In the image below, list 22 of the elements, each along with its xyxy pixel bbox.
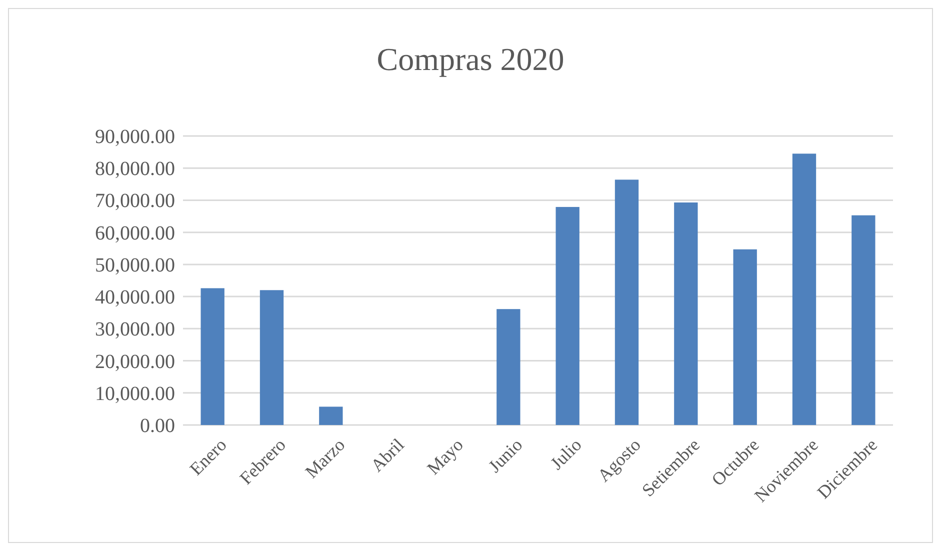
y-tick-label: 10,000.00 bbox=[95, 382, 175, 405]
bar bbox=[852, 215, 876, 425]
y-tick-label: 50,000.00 bbox=[95, 254, 175, 276]
y-tick-label: 70,000.00 bbox=[95, 190, 175, 212]
bar bbox=[319, 406, 343, 425]
x-tick-label: Julio bbox=[546, 434, 586, 474]
bar bbox=[792, 154, 816, 425]
y-tick-label: 30,000.00 bbox=[95, 318, 175, 341]
y-tick-label: 60,000.00 bbox=[95, 222, 175, 244]
bar bbox=[674, 202, 698, 425]
bar bbox=[614, 180, 639, 425]
y-tick-label: 0.00 bbox=[140, 415, 175, 437]
chart-title: Compras 2020 bbox=[376, 41, 564, 77]
bar bbox=[556, 206, 580, 425]
bar bbox=[496, 309, 520, 425]
bar bbox=[260, 290, 284, 425]
y-tick-label: 40,000.00 bbox=[95, 286, 175, 309]
y-tick-label: 90,000.00 bbox=[95, 126, 175, 148]
y-tick-label: 20,000.00 bbox=[95, 350, 175, 373]
bar bbox=[733, 249, 757, 425]
bar bbox=[200, 288, 224, 425]
y-tick-label: 80,000.00 bbox=[95, 158, 175, 180]
